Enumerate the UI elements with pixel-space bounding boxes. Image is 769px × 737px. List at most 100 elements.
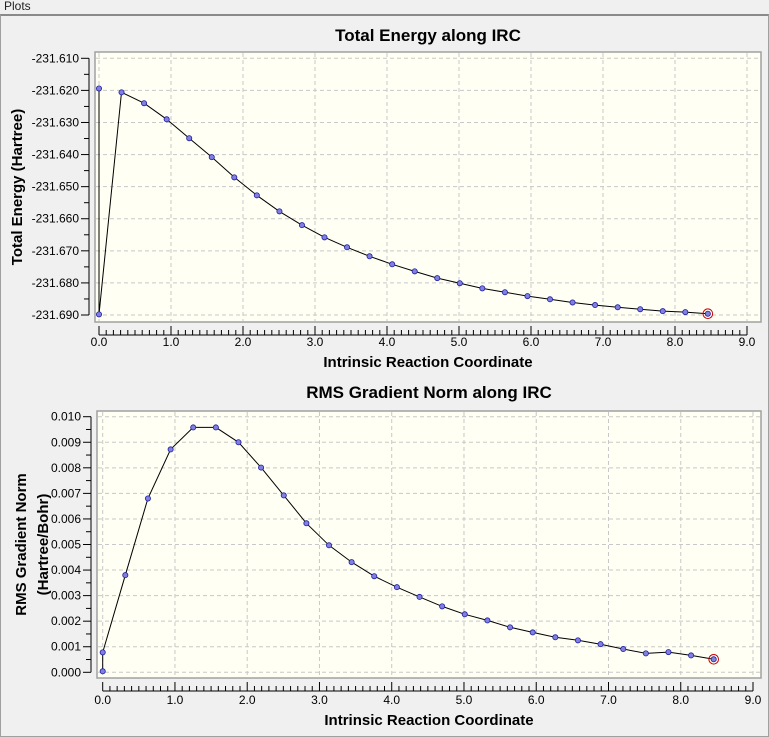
- y-tick-label: 0.009: [51, 435, 81, 449]
- data-point: [665, 649, 672, 656]
- data-point: [99, 668, 106, 675]
- y-tick-label: -231.670: [32, 244, 80, 258]
- x-tick-label: 0.0: [94, 693, 111, 707]
- y-tick-label: 0.006: [51, 512, 81, 526]
- data-point: [393, 584, 400, 591]
- data-point: [96, 311, 103, 318]
- data-point: [484, 617, 491, 624]
- y-tick-label: 0.010: [51, 410, 81, 424]
- x-axis-label: Intrinsic Reaction Coordinate: [323, 354, 532, 371]
- data-point: [298, 222, 305, 229]
- data-point: [366, 253, 373, 260]
- x-tick-label: 8.0: [667, 335, 684, 349]
- data-point: [456, 280, 463, 287]
- data-point: [141, 100, 148, 107]
- data-point: [547, 296, 554, 303]
- chart-title: Total Energy along IRC: [335, 26, 521, 45]
- data-point: [280, 492, 287, 499]
- data-point: [344, 244, 351, 251]
- data-point: [371, 573, 378, 580]
- x-tick-label: 0.0: [91, 335, 108, 349]
- data-point: [167, 446, 174, 453]
- x-tick-label: 9.0: [745, 693, 762, 707]
- data-point: [461, 611, 468, 618]
- data-point: [186, 135, 193, 142]
- x-tick-label: 9.0: [739, 335, 756, 349]
- data-point: [592, 302, 599, 309]
- y-tick-label: 0.000: [51, 665, 81, 679]
- data-point: [144, 495, 151, 502]
- y-tick-label: 0.002: [51, 614, 81, 628]
- data-point: [688, 652, 695, 659]
- data-point: [122, 572, 129, 579]
- data-point: [597, 641, 604, 648]
- data-point: [659, 308, 666, 315]
- data-point: [507, 624, 514, 631]
- x-tick-label: 6.0: [523, 335, 540, 349]
- x-tick-label: 3.0: [307, 335, 324, 349]
- y-tick-label: -231.640: [32, 148, 80, 162]
- x-tick-label: 8.0: [672, 693, 689, 707]
- data-point: [276, 208, 283, 215]
- data-point: [208, 154, 215, 161]
- chart-title: RMS Gradient Norm along IRC: [306, 383, 552, 402]
- y-tick-label: 0.005: [51, 538, 81, 552]
- x-tick-label: 4.0: [383, 693, 400, 707]
- x-axis-label: Intrinsic Reaction Coordinate: [324, 712, 533, 729]
- data-point: [253, 192, 260, 199]
- data-point: [321, 234, 328, 241]
- data-point: [326, 542, 333, 549]
- data-point: [231, 174, 238, 181]
- data-point: [389, 261, 396, 268]
- y-tick-label: -231.610: [32, 51, 80, 65]
- x-tick-label: 4.0: [379, 335, 396, 349]
- window-caption: Plots: [4, 0, 31, 13]
- y-tick-label: -231.630: [32, 115, 80, 129]
- y-tick-label: 0.003: [51, 589, 81, 603]
- data-point: [479, 285, 486, 292]
- data-point: [710, 656, 717, 663]
- y-tick-label: -231.660: [32, 212, 80, 226]
- data-point: [348, 559, 355, 566]
- x-tick-label: 1.0: [163, 335, 180, 349]
- data-point: [529, 629, 536, 636]
- x-tick-label: 2.0: [239, 693, 256, 707]
- data-point: [99, 649, 106, 656]
- y-tick-label: -231.690: [32, 308, 80, 322]
- x-tick-label: 1.0: [167, 693, 184, 707]
- y-tick-label: -231.680: [32, 276, 80, 290]
- x-tick-label: 2.0: [235, 335, 252, 349]
- data-point: [614, 304, 621, 311]
- y-tick-label: -231.650: [32, 180, 80, 194]
- y-axis-label: RMS Gradient Norm: [13, 473, 30, 616]
- y-tick-label: -231.620: [32, 83, 80, 97]
- data-point: [620, 646, 627, 653]
- data-point: [682, 309, 689, 316]
- x-tick-label: 6.0: [528, 693, 545, 707]
- y-tick-label: 0.001: [51, 640, 81, 654]
- data-point: [574, 637, 581, 644]
- data-point: [642, 650, 649, 657]
- data-point: [524, 293, 531, 300]
- data-point: [258, 464, 265, 471]
- data-point: [416, 593, 423, 600]
- data-point: [569, 299, 576, 306]
- highlighted-point-marker: [708, 653, 719, 665]
- data-point: [235, 439, 242, 446]
- data-point: [637, 306, 644, 313]
- data-point: [96, 85, 103, 92]
- x-tick-label: 5.0: [456, 693, 473, 707]
- highlighted-point-marker: [702, 308, 714, 320]
- data-point: [303, 520, 310, 527]
- data-point: [411, 268, 418, 275]
- data-point: [552, 634, 559, 641]
- x-tick-label: 5.0: [451, 335, 468, 349]
- x-tick-label: 3.0: [311, 693, 328, 707]
- y-axis-label: (Hartree/Bohr): [35, 494, 52, 596]
- data-point: [190, 424, 197, 431]
- data-point: [501, 289, 508, 296]
- y-tick-label: 0.008: [51, 461, 81, 475]
- y-axis-label: Total Energy (Hartree): [9, 109, 26, 265]
- data-point: [434, 275, 441, 282]
